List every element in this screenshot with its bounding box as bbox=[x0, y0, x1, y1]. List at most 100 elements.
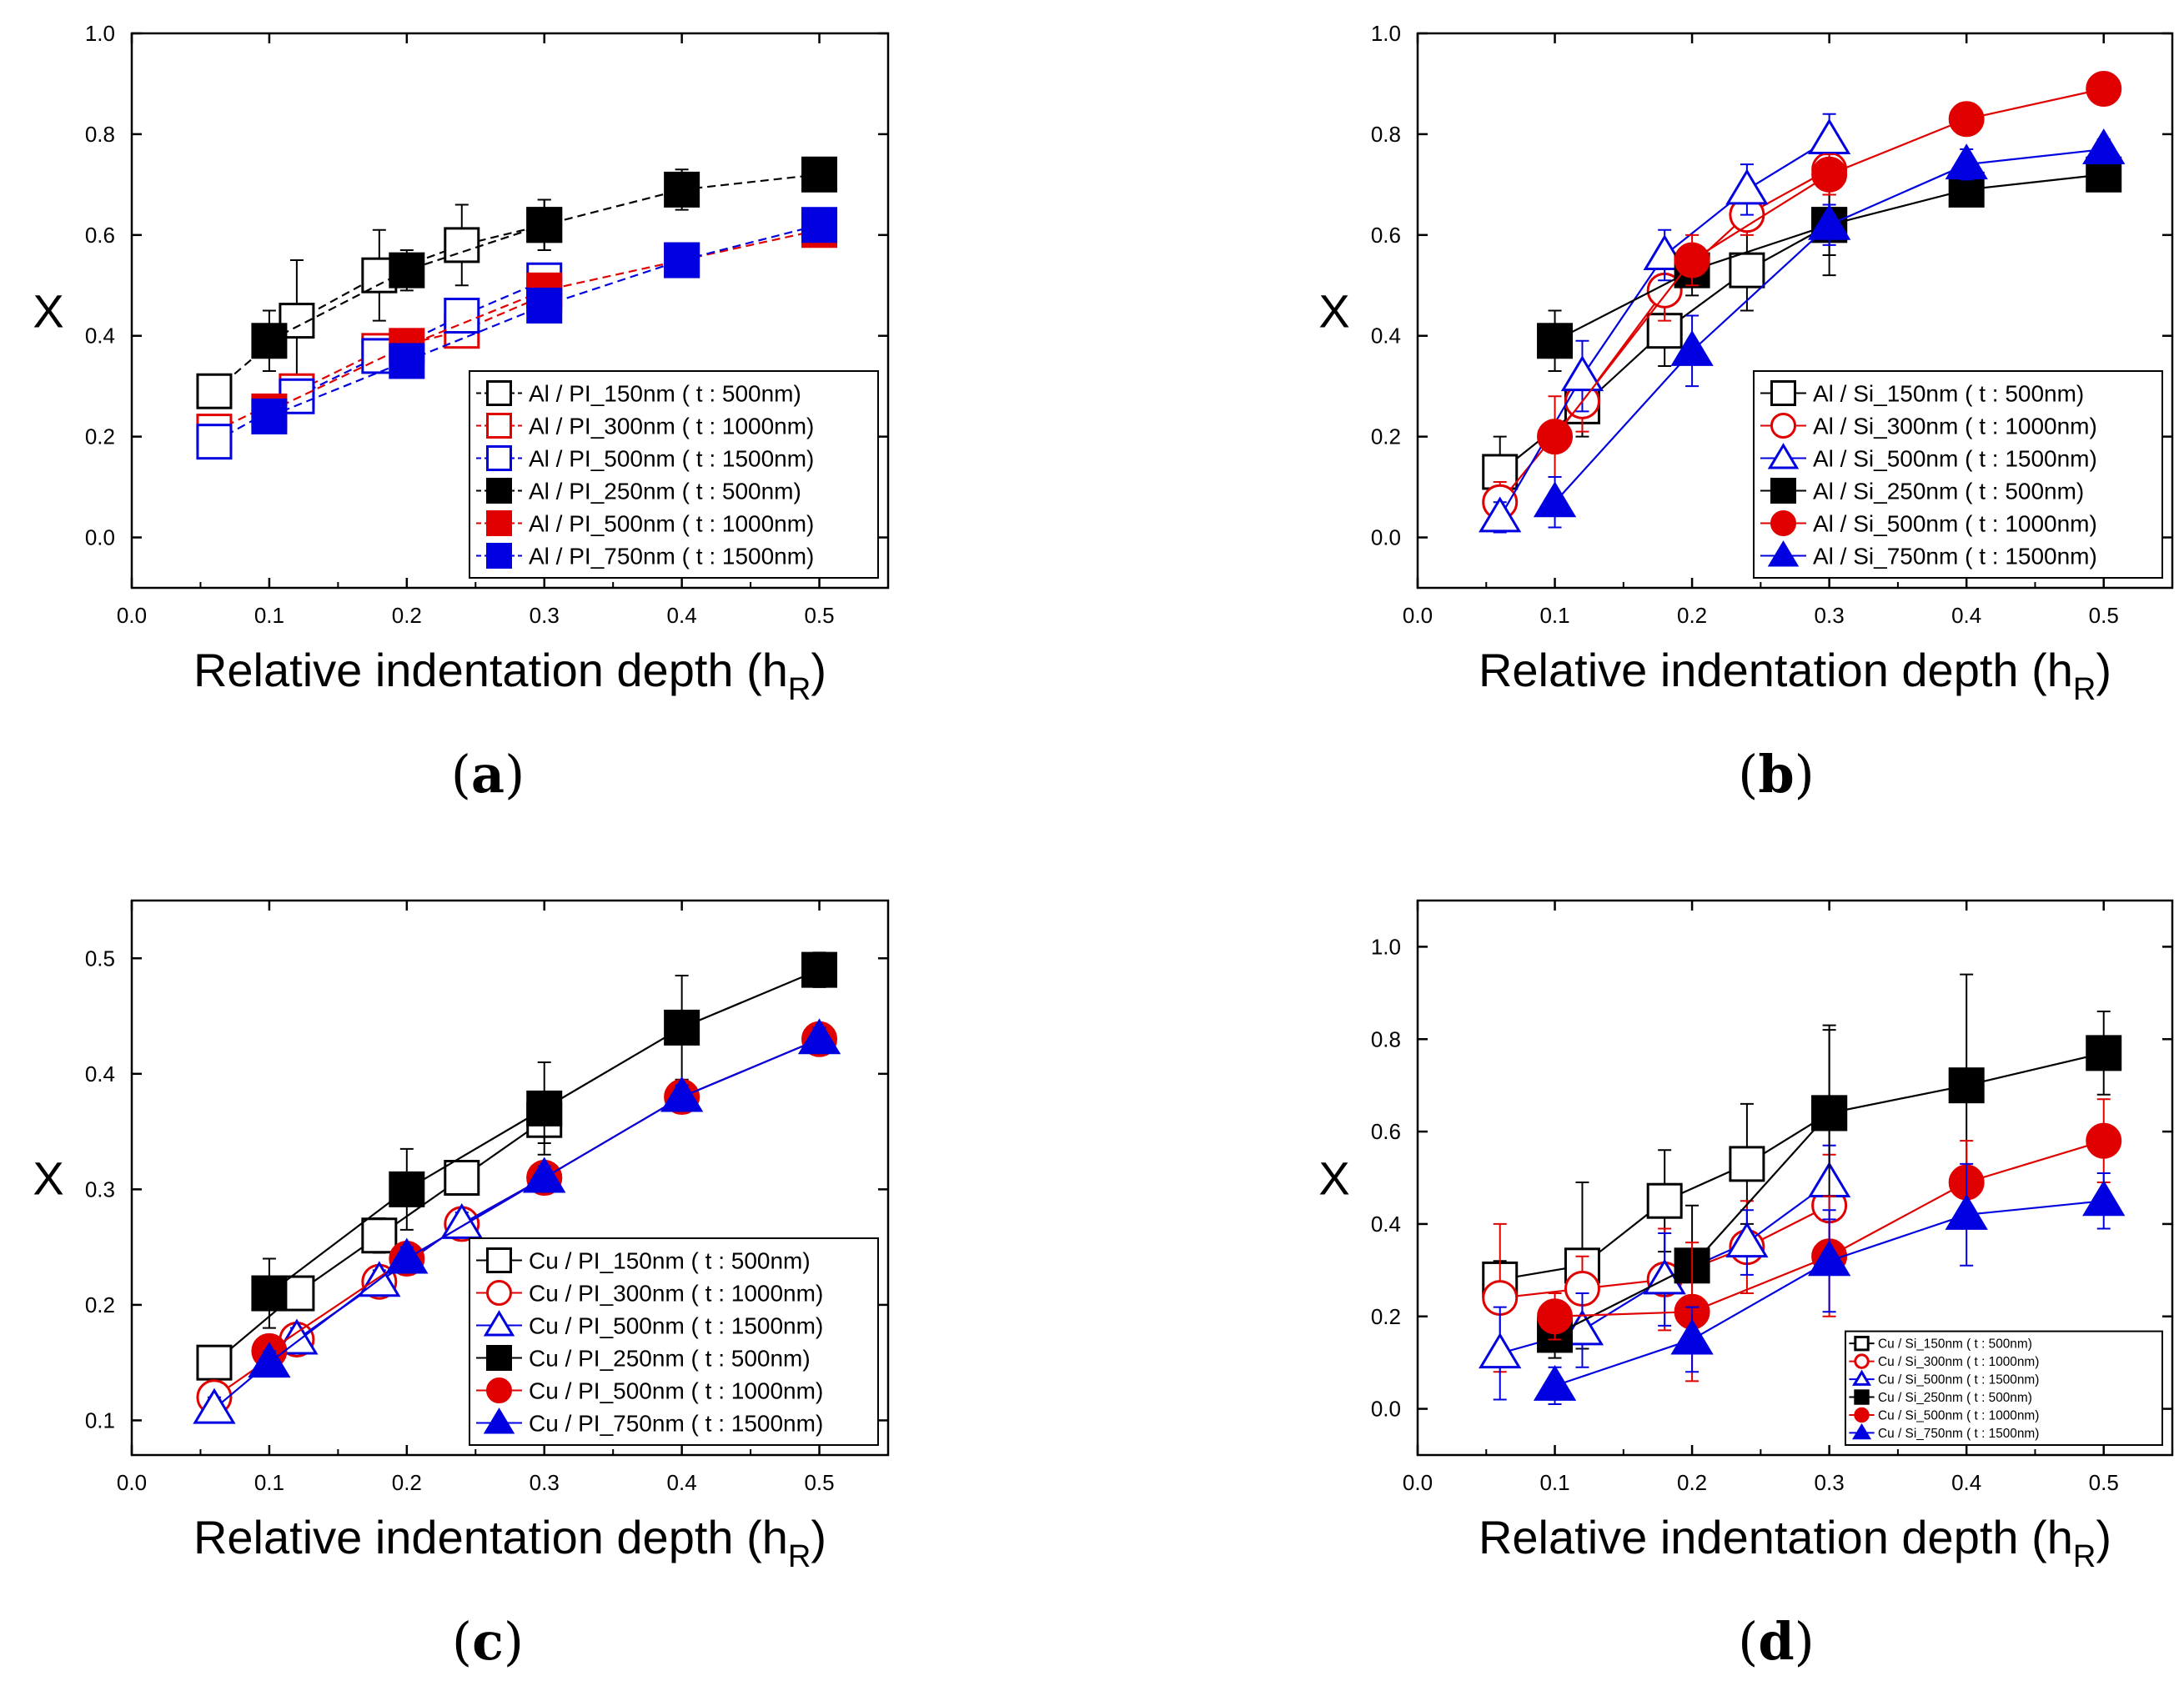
panel-b-data-point bbox=[1945, 143, 1988, 180]
panel-b-legend-marker-1 bbox=[1770, 413, 1796, 439]
panel-a-data-point bbox=[664, 242, 700, 278]
panel-c-series-cu-pi-750nm-t-1500nm bbox=[248, 1018, 841, 1378]
panel-b-data-point bbox=[1807, 203, 1851, 240]
panel-d-plot-frame bbox=[1416, 899, 2174, 1457]
panel-c-legend: Cu / PI_150nm ( t : 500nm) Cu / PI_300nm … bbox=[469, 1237, 879, 1446]
panel-a-data-point bbox=[801, 207, 838, 243]
panel-b-legend-label-5: Al / Si_750nm ( t : 1500nm) bbox=[1813, 543, 2097, 569]
panel-c-y-axis-label: X bbox=[33, 1152, 63, 1205]
panel-d-legend-label-5: Cu / Si_750nm ( t : 1500nm) bbox=[1878, 1427, 2039, 1441]
panel-b-y-axis-label: X bbox=[1318, 285, 1349, 338]
panel-d-xtick-label-5: 0.5 bbox=[2089, 1470, 2119, 1495]
panel-c-xtick-label-0: 0.0 bbox=[117, 1470, 147, 1495]
panel-a-xtick-label-5: 0.5 bbox=[804, 603, 834, 628]
panel-b-data-point bbox=[2086, 71, 2122, 107]
panel-a-legend-label-3: Al / PI_250nm ( t : 500nm) bbox=[529, 478, 801, 504]
panel-c-ytick-label-0: 0.1 bbox=[85, 1408, 115, 1433]
panel-b-xtick-label-3: 0.3 bbox=[1815, 603, 1845, 628]
panel-b-xtick-label-2: 0.2 bbox=[1677, 603, 1707, 628]
panel-a-xtick-label-2: 0.2 bbox=[392, 603, 422, 628]
panel-a-legend: Al / PI_150nm ( t : 500nm) Al / PI_300nm … bbox=[469, 370, 879, 579]
panel-a-ytick-label-1: 0.2 bbox=[85, 424, 115, 449]
panel-b-legend-box bbox=[1753, 370, 2163, 579]
panel-b-legend-label-1: Al / Si_300nm ( t : 1000nm) bbox=[1813, 413, 2097, 439]
panel-c-legend-label-5: Cu / PI_750nm ( t : 1500nm) bbox=[529, 1410, 823, 1436]
panel-b-plot-frame bbox=[1416, 32, 2174, 590]
panel-b-x-axis-label: Relative indentation depth (hR) bbox=[1479, 644, 2111, 707]
panel-c-x-axis-label: Relative indentation depth (hR) bbox=[193, 1511, 826, 1574]
panel-a-ytick-label-4: 0.8 bbox=[85, 122, 115, 147]
panel-d-legend-marker-3 bbox=[1854, 1389, 1870, 1405]
panel-c-xtick-label-2: 0.2 bbox=[392, 1470, 422, 1495]
panel-c-plot-frame bbox=[130, 899, 890, 1457]
panel-c-xtick-label-1: 0.1 bbox=[254, 1470, 284, 1495]
panel-a-data-point bbox=[196, 373, 233, 409]
panel-b-data-point bbox=[1725, 168, 1769, 205]
panel-d-legend-marker-5 bbox=[1852, 1423, 1872, 1440]
panel-a-data-point bbox=[801, 156, 838, 193]
panel-a-ytick-label-0: 0.0 bbox=[85, 525, 115, 550]
panel-b: 0.0 0.1 0.2 0.3 0.4 0.5 0.0 0.2 0.4 0.6 0.8 1.0 Rela… bbox=[1318, 21, 2174, 707]
panel-b-ytick-label-4: 0.8 bbox=[1371, 122, 1401, 147]
panel-d-data-point bbox=[2086, 1035, 2122, 1071]
panel-a-data-point bbox=[664, 171, 700, 208]
panel-b-legend-marker-3 bbox=[1770, 478, 1796, 504]
panel-a-ytick-label-5: 1.0 bbox=[85, 21, 115, 46]
panel-a-data-point bbox=[251, 398, 288, 434]
panel-d-legend-label-0: Cu / Si_150nm ( t : 500nm) bbox=[1878, 1337, 2032, 1352]
panel-b-legend-marker-5 bbox=[1767, 540, 1800, 567]
panel-c-data-point bbox=[389, 1171, 425, 1207]
panel-a-xtick-label-0: 0.0 bbox=[117, 603, 147, 628]
panel-d-data-point bbox=[1537, 1298, 1574, 1335]
panel-d-legend-marker-1 bbox=[1854, 1353, 1870, 1369]
panel-c-data-point bbox=[361, 1217, 398, 1254]
panel-d-legend-label-3: Cu / Si_250nm ( t : 500nm) bbox=[1878, 1391, 2032, 1405]
panel-d-data-point bbox=[1807, 1240, 1851, 1277]
panel-c-legend-marker-1 bbox=[486, 1280, 512, 1306]
panel-b-legend-label-0: Al / Si_150nm ( t : 500nm) bbox=[1813, 380, 2084, 406]
panel-d-y-axis-label: X bbox=[1318, 1152, 1349, 1205]
panel-a-legend-marker-1 bbox=[486, 413, 512, 439]
panel-a-legend-label-4: Al / PI_500nm ( t : 1000nm) bbox=[529, 510, 814, 536]
panel-c-data-point bbox=[193, 1387, 236, 1424]
panel-b-legend-label-2: Al / Si_500nm ( t : 1500nm) bbox=[1813, 445, 2097, 471]
panel-c-data-point bbox=[801, 951, 838, 988]
caption-d: (d) bbox=[1738, 1611, 1815, 1672]
panel-d-xtick-label-2: 0.2 bbox=[1677, 1470, 1707, 1495]
panel-a-ytick-label-3: 0.6 bbox=[85, 223, 115, 248]
panel-d-xtick-label-1: 0.1 bbox=[1539, 1470, 1569, 1495]
panel-a-plot-frame bbox=[130, 32, 890, 590]
panel-d-data-point bbox=[1729, 1146, 1765, 1182]
panel-c-data-point bbox=[664, 1009, 700, 1046]
panel-b-data-point bbox=[2082, 128, 2126, 165]
panel-d-xtick-label-4: 0.4 bbox=[1951, 1470, 1981, 1495]
panel-a-series-line-2 bbox=[213, 279, 545, 443]
panel-b-data-point bbox=[1479, 496, 1522, 533]
panel-b-xtick-label-5: 0.5 bbox=[2089, 603, 2119, 628]
panel-b-ytick-label-1: 0.2 bbox=[1371, 424, 1401, 449]
panel-c-legend-box bbox=[469, 1237, 879, 1446]
panel-d-data-point bbox=[2086, 1122, 2122, 1159]
panel-d-data-point bbox=[1948, 1067, 1985, 1104]
panel-c-xtick-label-5: 0.5 bbox=[804, 1470, 834, 1495]
panel-b-ytick-label-0: 0.0 bbox=[1371, 525, 1401, 550]
panel-d-data-point bbox=[1811, 1095, 1848, 1132]
panel-d-legend-label-1: Cu / Si_300nm ( t : 1000nm) bbox=[1878, 1355, 2039, 1369]
panel-b-data-point bbox=[1670, 329, 1714, 366]
panel-a-data-point bbox=[196, 424, 233, 460]
panel-a-legend-label-1: Al / PI_300nm ( t : 1000nm) bbox=[529, 413, 814, 439]
panel-d-data-point bbox=[1533, 1364, 1577, 1401]
panel-d-legend-marker-4 bbox=[1854, 1407, 1870, 1423]
panel-c-ytick-label-2: 0.3 bbox=[85, 1177, 115, 1202]
panel-d-series-cu-si-750nm-t-1500nm bbox=[1533, 1162, 2126, 1406]
panel-d-data-point bbox=[1479, 1332, 1522, 1369]
panel-a-y-axis-label: X bbox=[33, 285, 63, 338]
panel-d-xtick-label-3: 0.3 bbox=[1815, 1470, 1845, 1495]
panel-a-legend-marker-0 bbox=[486, 380, 512, 406]
panel-c-data-point bbox=[444, 1160, 480, 1196]
panel-b-data-point bbox=[1807, 118, 1851, 154]
panel-d: 0.0 0.1 0.2 0.3 0.4 0.5 0.0 0.2 0.4 0.6 0.8 1.0 Rela… bbox=[1318, 899, 2174, 1574]
panel-d-ytick-label-1: 0.2 bbox=[1371, 1304, 1401, 1329]
panel-b-data-point bbox=[1674, 242, 1710, 278]
panel-d-legend-label-2: Cu / Si_500nm ( t : 1500nm) bbox=[1878, 1372, 2039, 1387]
